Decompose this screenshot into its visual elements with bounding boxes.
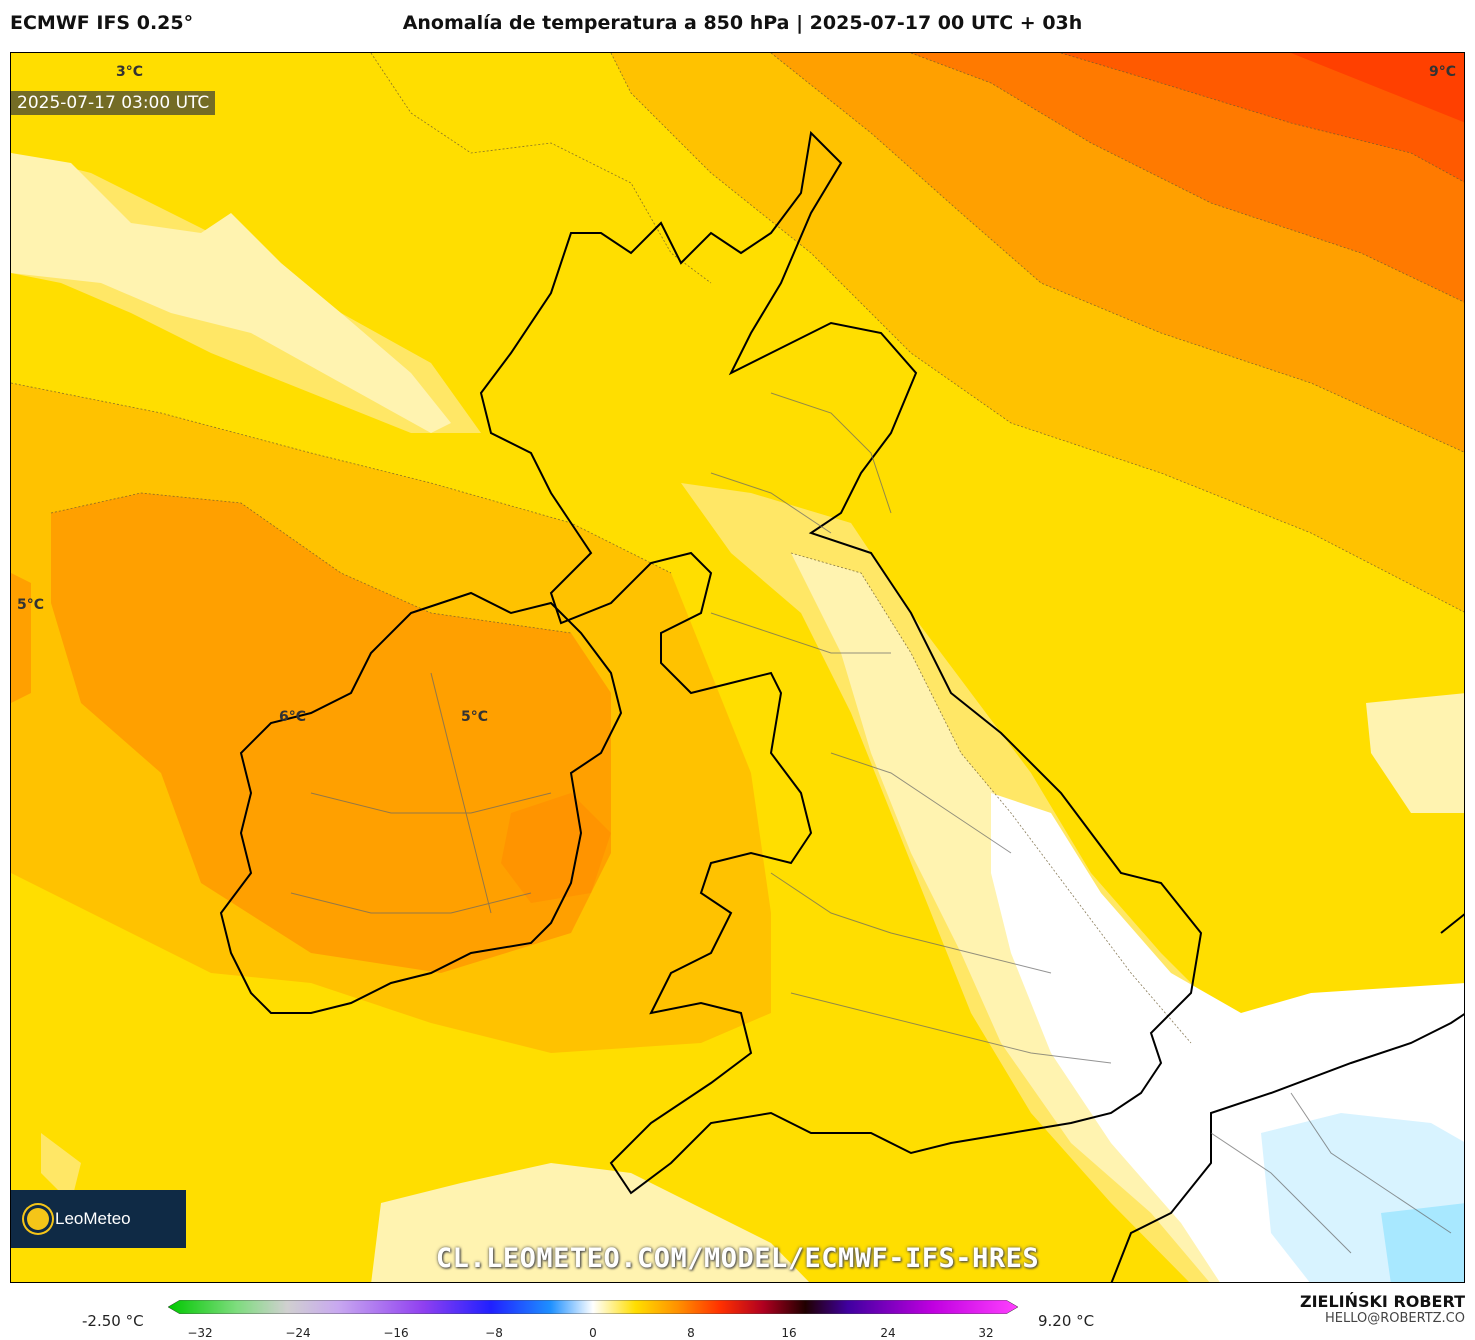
colorbar-tick: 8 [687,1326,695,1340]
contour-label: 6°C [279,709,307,725]
author-name: ZIELIŃSKI ROBERT [1299,1292,1465,1311]
author-email[interactable]: HELLO@ROBERTZ.CO [1324,1311,1465,1326]
leometeo-logo[interactable]: LeoMeteo [11,1190,186,1248]
map-canvas [11,53,1464,1282]
author-credit: ZIELIŃSKI ROBERT HELLO@ROBERTZ.CO [1300,1292,1465,1326]
colorbar-gradient [168,1300,1018,1314]
colorbar-min-label: -2.50 °C [82,1312,144,1330]
watermark-url: CL.LEOMETEO.COM/MODEL/ECMWF-IFS-HRES [435,1243,1040,1274]
colorbar-tick: −16 [383,1326,409,1340]
colorbar-tick: 32 [978,1326,994,1340]
contour-label: 3°C [116,64,144,80]
contour-label: 5°C [461,709,489,725]
colorbar-tick: −8 [485,1326,503,1340]
colorbar-tick: 0 [589,1326,597,1340]
colorbar-tick: 24 [880,1326,896,1340]
colorbar-tick: −32 [187,1326,213,1340]
colorbar-max-label: 9.20 °C [1038,1312,1095,1330]
valid-time-badge: 2025-07-17 03:00 UTC [11,91,216,115]
contour-label: 9°C [1429,64,1457,80]
model-name: ECMWF IFS 0.25° [10,12,194,34]
colorbar-tick: 16 [781,1326,797,1340]
colorbar-tick: −24 [285,1326,311,1340]
temperature-anomaly-map[interactable]: 2025-07-17 03:00 UTC 3°C 9°C 5°C 6°C 5°C… [10,52,1465,1283]
chart-title: Anomalía de temperatura a 850 hPa | 2025… [402,12,1083,34]
sun-icon [27,1208,49,1230]
colorbar: -2.50 °C 9.20 °C [0,1290,1475,1340]
logo-text: LeoMeteo [55,1209,131,1228]
contour-label: 5°C [17,597,45,613]
